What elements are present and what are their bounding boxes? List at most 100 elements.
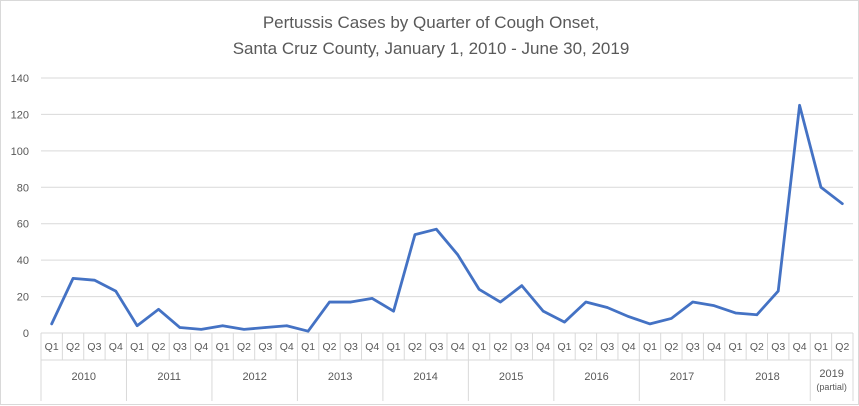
y-axis-tick-labels: 0 20 40 60 80 100 120 140 [11,73,29,340]
quarter-tick-label: Q4 [793,341,807,353]
year-tick-label: 2012 [242,371,266,383]
quarter-tick-label: Q3 [173,341,187,353]
quarter-tick-label: Q1 [301,341,315,353]
year-tick-label: 2015 [499,371,523,383]
quarter-tick-label: Q4 [536,341,550,353]
quarter-tick-label: Q3 [600,341,614,353]
x-axis: Q1 Q2 Q3 Q4 2010 Q1 Q2 Q3 Q4 2011 Q1 Q2 Q3 Q4 2012 Q1 Q2… [40,333,854,401]
data-point [435,227,438,231]
series-line [50,103,844,333]
data-point [798,104,801,107]
year-tick-label: 2014 [413,371,437,383]
data-point [499,300,502,304]
quarter-tick-label: Q2 [493,341,507,353]
data-point [563,320,566,324]
quarter-tick-label: Q3 [344,341,358,353]
data-point [157,308,160,311]
data-point [712,304,716,307]
y-tick-label: 140 [11,73,29,85]
year-tick-label: 2011 [157,371,181,383]
data-point [755,313,759,316]
quarter-tick-label: Q2 [579,341,593,353]
quarter-tick-label: Q4 [194,341,208,353]
data-point [777,289,780,293]
data-point [734,311,737,315]
data-point [50,322,53,326]
year-sublabel: (partial) [816,382,847,392]
y-tick-label: 40 [17,255,29,267]
data-point [413,233,417,236]
data-point [349,300,353,304]
quarter-tick-label: Q4 [280,341,294,353]
data-point [541,309,545,313]
data-point [456,253,459,256]
quarter-tick-label: Q2 [750,341,764,353]
data-point [477,288,481,291]
y-tick-label: 0 [23,328,29,340]
data-point [93,278,96,282]
quarter-tick-label: Q1 [558,341,572,353]
year-tick-label: 2018 [755,371,779,383]
year-tick-label: 2019 [819,368,843,380]
quarter-tick-label: Q3 [771,341,785,353]
data-point [200,328,203,331]
year-tick-label: 2016 [584,371,608,383]
y-tick-label: 80 [17,182,29,194]
quarter-tick-label: Q1 [728,341,742,353]
year-tick-label: 2017 [670,371,694,383]
data-point [691,300,694,304]
quarter-tick-label: Q2 [835,341,849,353]
year-tick-label: 2013 [328,371,352,383]
year-tick-label: 2010 [71,371,95,383]
quarter-tick-label: Q2 [66,341,80,353]
quarter-tick-label: Q3 [258,341,272,353]
data-point [328,300,331,304]
data-point [71,277,75,280]
data-point [306,329,310,333]
data-point [648,322,652,326]
data-point [392,309,395,313]
data-point [584,300,588,304]
data-point [670,317,673,320]
quarter-tick-label: Q4 [622,341,636,353]
quarter-tick-label: Q2 [408,341,422,353]
quarter-tick-label: Q2 [322,341,336,353]
quarter-tick-label: Q1 [472,341,486,353]
data-point [114,289,117,293]
quarter-tick-label: Q1 [45,341,59,353]
data-point [178,326,182,329]
quarter-tick-label: Q3 [686,341,700,353]
data-point [819,186,823,189]
data-point [264,326,267,329]
data-point [135,324,139,327]
data-point [841,202,844,205]
y-tick-label: 100 [11,146,29,158]
gridlines [41,77,853,334]
quarter-tick-label: Q3 [515,341,529,353]
quarter-tick-label: Q4 [365,341,379,353]
chart-title-line-1: Pertussis Cases by Quarter of Cough Onse… [263,13,599,32]
y-tick-label: 60 [17,219,29,231]
y-tick-label: 20 [17,292,29,304]
quarter-tick-label: Q1 [387,341,401,353]
series-line-group [50,103,844,333]
quarter-tick-label: Q4 [109,341,123,353]
quarter-tick-label: Q1 [216,341,230,353]
y-tick-label: 120 [11,109,29,121]
quarter-tick-label: Q3 [87,341,101,353]
chart-title-line-2: Santa Cruz County, January 1, 2010 - Jun… [233,39,630,58]
data-point [627,315,630,318]
data-point [242,328,246,331]
data-point [606,306,609,309]
quarter-tick-label: Q3 [429,341,443,353]
quarter-tick-label: Q1 [814,341,828,353]
data-point [371,297,374,300]
quarter-tick-label: Q1 [643,341,657,353]
quarter-tick-label: Q1 [130,341,144,353]
quarter-tick-label: Q4 [707,341,721,353]
data-point [221,324,224,327]
quarter-tick-label: Q4 [451,341,465,353]
quarter-tick-label: Q2 [664,341,678,353]
